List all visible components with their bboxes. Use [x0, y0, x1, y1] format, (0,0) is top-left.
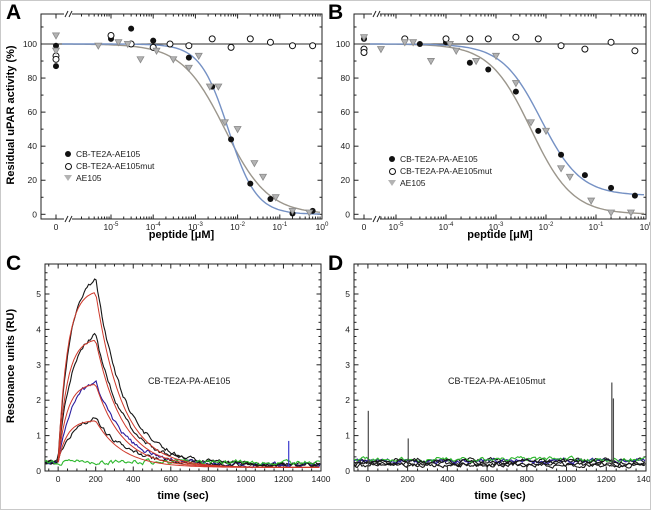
- legend-label: CB-TE2A-AE105mut: [76, 161, 155, 171]
- svg-text:100: 100: [336, 39, 350, 49]
- svg-text:3: 3: [36, 360, 41, 370]
- panel-c-sensorgram-plot: 0 200 400 600 800 1000 1200 1400 0 1 2 3 4 5: [36, 263, 331, 484]
- svg-text:1: 1: [36, 431, 41, 441]
- svg-text:0: 0: [32, 209, 37, 219]
- svg-text:600: 600: [480, 474, 494, 484]
- svg-text:4: 4: [345, 324, 350, 334]
- panel-d-x-axis-label: time (sec): [474, 490, 526, 502]
- svg-text:1400: 1400: [312, 474, 331, 484]
- legend-entry: CB-TE2A-PA-AE105mut: [387, 165, 492, 177]
- svg-text:800: 800: [201, 474, 215, 484]
- svg-text:20: 20: [341, 175, 351, 185]
- svg-text:0: 0: [366, 474, 371, 484]
- legend-entry: AE105: [63, 172, 154, 184]
- svg-text:10-1: 10-1: [589, 221, 605, 232]
- svg-text:100: 100: [640, 221, 651, 232]
- filled-circle-marker-icon: [389, 156, 395, 162]
- svg-text:0: 0: [345, 466, 350, 476]
- legend-entry: CB-TE2A-AE105: [63, 148, 154, 160]
- svg-text:1000: 1000: [557, 474, 576, 484]
- svg-text:80: 80: [341, 73, 351, 83]
- panel-c-x-axis-label: time (sec): [157, 490, 209, 502]
- svg-text:10-2: 10-2: [230, 221, 246, 232]
- open-circle-marker-icon: [388, 167, 396, 175]
- svg-text:100: 100: [316, 221, 329, 232]
- svg-text:5: 5: [345, 289, 350, 299]
- panel-a-legend: CB-TE2A-AE105 CB-TE2A-AE105mut AE105: [63, 148, 154, 184]
- svg-text:80: 80: [28, 73, 38, 83]
- svg-text:800: 800: [520, 474, 534, 484]
- triangle-marker-icon: [388, 180, 396, 186]
- panel-b-x-axis-label: peptide [μM]: [467, 229, 533, 241]
- svg-text:20: 20: [28, 175, 38, 185]
- svg-text:2: 2: [345, 395, 350, 405]
- panel-d-annotation: CB-TE2A-PA-AE105mut: [448, 376, 546, 386]
- legend-label: AE105: [400, 178, 426, 188]
- open-circle-marker-icon: [64, 162, 72, 170]
- svg-text:0: 0: [54, 222, 59, 232]
- svg-text:4: 4: [36, 324, 41, 334]
- panel-letter-d: D: [328, 252, 344, 275]
- svg-text:0: 0: [362, 222, 367, 232]
- legend-label: AE105: [76, 173, 102, 183]
- svg-text:60: 60: [341, 107, 351, 117]
- svg-text:10-4: 10-4: [146, 221, 162, 232]
- svg-text:10-1: 10-1: [272, 221, 288, 232]
- svg-text:2: 2: [36, 395, 41, 405]
- svg-text:60: 60: [28, 107, 38, 117]
- svg-text:1200: 1200: [274, 474, 293, 484]
- svg-text:1400: 1400: [637, 474, 651, 484]
- panel-a-dose-response-plot: 0 20 40 60 80 100 0 10-5 10-4 10-3 10-2 10-1 100: [23, 10, 329, 232]
- svg-text:10-2: 10-2: [539, 221, 555, 232]
- svg-text:100: 100: [23, 39, 37, 49]
- panel-a-y-axis-label: Residual uPAR activity (%): [5, 45, 17, 185]
- svg-text:1000: 1000: [236, 474, 255, 484]
- svg-text:3: 3: [345, 360, 350, 370]
- panel-letter-a: A: [6, 1, 22, 24]
- svg-text:5: 5: [36, 289, 41, 299]
- legend-label: CB-TE2A-PA-AE105mut: [400, 166, 492, 176]
- svg-text:0: 0: [56, 474, 61, 484]
- legend-label: CB-TE2A-PA-AE105: [400, 154, 478, 164]
- svg-text:0: 0: [345, 209, 350, 219]
- filled-circle-marker-icon: [65, 151, 71, 157]
- legend-entry: CB-TE2A-AE105mut: [63, 160, 154, 172]
- svg-text:10-3: 10-3: [489, 221, 505, 232]
- svg-text:40: 40: [341, 141, 351, 151]
- legend-entry: AE105: [387, 177, 492, 189]
- legend-entry: CB-TE2A-PA-AE105: [387, 153, 492, 165]
- panel-letter-c: C: [6, 252, 22, 275]
- svg-text:600: 600: [164, 474, 178, 484]
- panel-b-dose-response-plot: 0 20 40 60 80 100 0 10-5 10-4 10-3 10-2 10-1 100: [336, 10, 651, 232]
- svg-text:0: 0: [36, 466, 41, 476]
- panel-d-sensorgram-plot: 0 200 400 600 800 1000 1200 1400 0 1 2 3 4 5: [345, 263, 651, 484]
- svg-text:10-5: 10-5: [104, 221, 120, 232]
- panel-c-y-axis-label: Resonance units (RU): [5, 308, 17, 424]
- svg-text:400: 400: [440, 474, 454, 484]
- svg-text:200: 200: [401, 474, 415, 484]
- svg-text:1200: 1200: [597, 474, 616, 484]
- svg-text:10-4: 10-4: [439, 221, 455, 232]
- triangle-marker-icon: [64, 175, 72, 181]
- panel-c-annotation: CB-TE2A-PA-AE105: [148, 376, 231, 386]
- panel-letter-b: B: [328, 1, 344, 24]
- panel-b-legend: CB-TE2A-PA-AE105 CB-TE2A-PA-AE105mut AE1…: [387, 153, 492, 189]
- svg-text:400: 400: [126, 474, 140, 484]
- svg-text:1: 1: [345, 431, 350, 441]
- panel-a-x-axis-label: peptide [μM]: [148, 229, 215, 241]
- svg-text:10-5: 10-5: [389, 221, 405, 232]
- legend-label: CB-TE2A-AE105: [76, 149, 141, 159]
- svg-text:40: 40: [28, 141, 38, 151]
- svg-text:10-3: 10-3: [188, 221, 204, 232]
- svg-text:200: 200: [89, 474, 103, 484]
